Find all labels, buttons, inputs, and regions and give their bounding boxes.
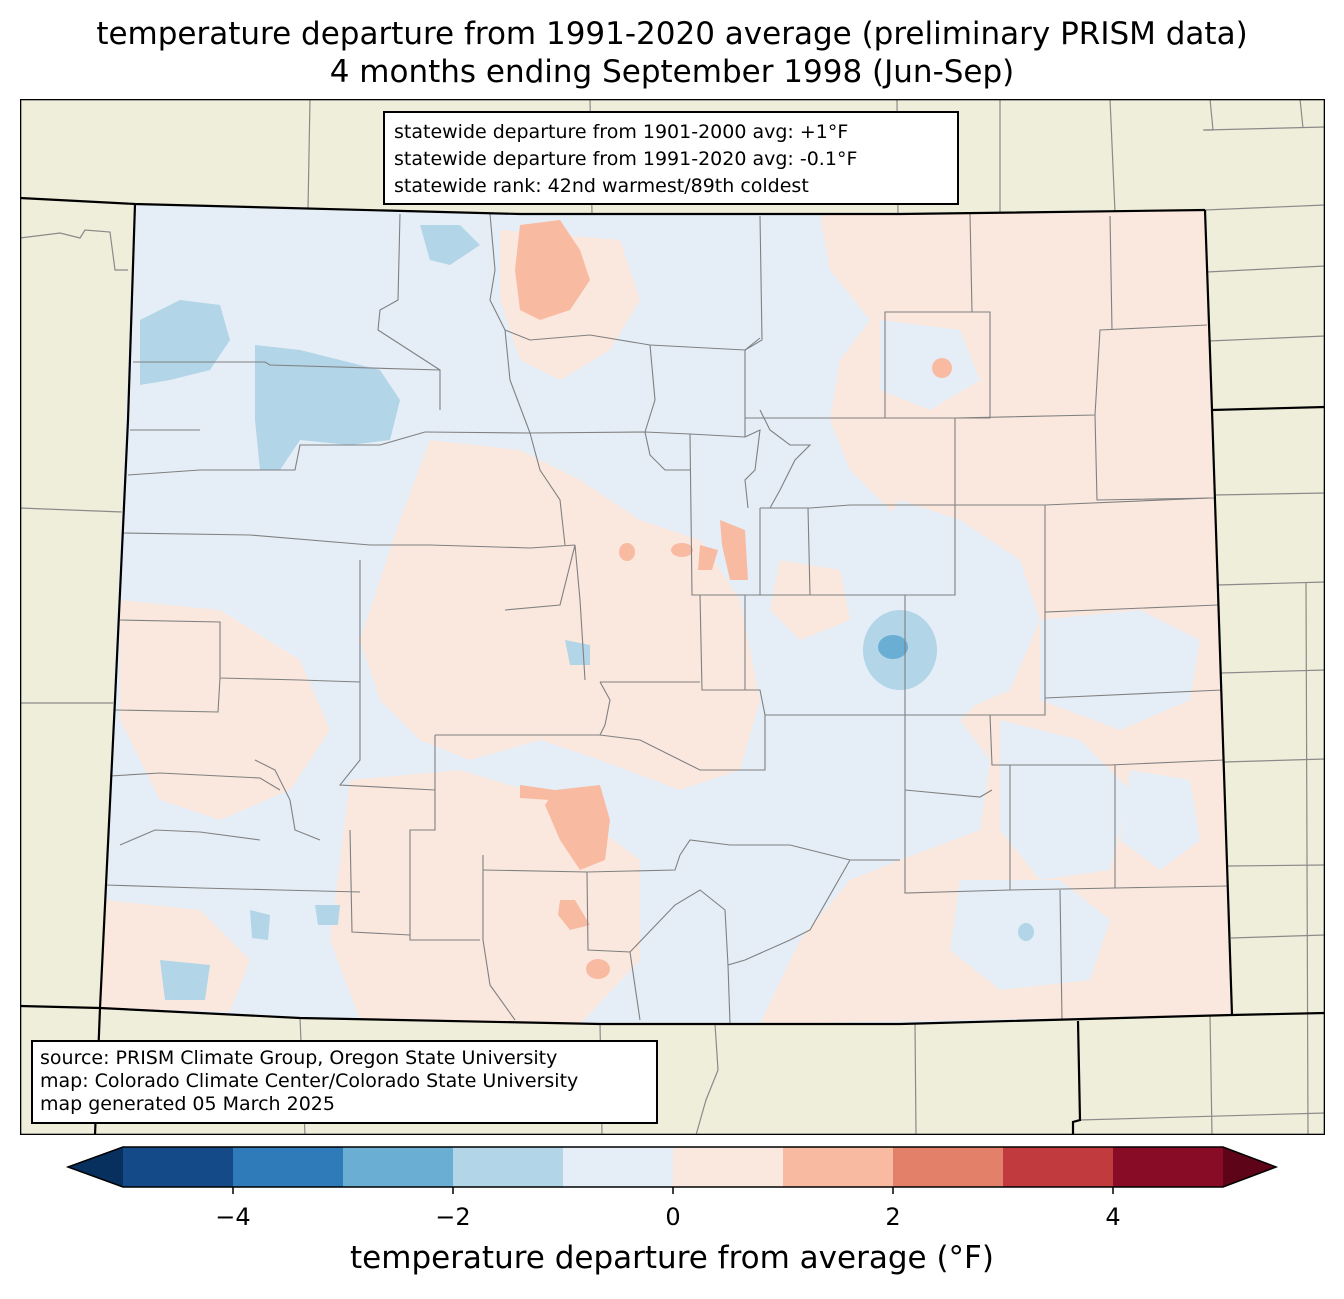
colorbar-bin-7: [893, 1147, 1003, 1187]
colorbar-under-extension: [68, 1147, 123, 1187]
colorbar-tick-label: 0: [665, 1203, 681, 1231]
stats-line-3: statewide rank: 42nd warmest/89th coldes…: [394, 175, 809, 197]
colorbar-bin-1: [233, 1147, 343, 1187]
stats-line-2: statewide departure from 1991-2020 avg: …: [394, 148, 858, 170]
colorbar-bin-5: [673, 1147, 783, 1187]
colorbar-tick-label: −4: [215, 1203, 251, 1231]
stats-line-1: statewide departure from 1901-2000 avg: …: [394, 121, 849, 143]
colorbar-bin-8: [1003, 1147, 1113, 1187]
colorbar-tick-label: 4: [1105, 1203, 1121, 1231]
colorado-temperature-map: [20, 99, 1325, 1135]
colorbar-bin-6: [783, 1147, 893, 1187]
colorbar: [65, 1146, 1279, 1194]
colorbar-label: temperature departure from average (°F): [350, 1240, 994, 1276]
departure-field: [100, 204, 1232, 1024]
credits-box: source: PRISM Climate Group, Oregon Stat…: [31, 1040, 658, 1124]
map-title: temperature departure from 1991-2020 ave…: [96, 16, 1248, 52]
credits-line-3: map generated 05 March 2025: [40, 1093, 335, 1115]
map-frame: [20, 99, 1325, 1135]
colorbar-tick-label: −2: [435, 1203, 471, 1231]
colorbar-bin-9: [1113, 1147, 1223, 1187]
colorbar-bin-0: [123, 1147, 233, 1187]
colorbar-tick-label: 2: [885, 1203, 901, 1231]
colorbar-bin-2: [343, 1147, 453, 1187]
colorbar-outline: [65, 1146, 1279, 1188]
colorbar-bin-4: [563, 1147, 673, 1187]
colorbar-over-extension: [1223, 1147, 1276, 1187]
map-subtitle: 4 months ending September 1998 (Jun-Sep): [329, 54, 1015, 90]
credits-line-1: source: PRISM Climate Group, Oregon Stat…: [40, 1047, 558, 1069]
county-lines: [104, 213, 1229, 1025]
credits-line-2: map: Colorado Climate Center/Colorado St…: [40, 1070, 579, 1092]
statewide-stats-box: statewide departure from 1901-2000 avg: …: [383, 111, 959, 205]
colorbar-bin-3: [453, 1147, 563, 1187]
